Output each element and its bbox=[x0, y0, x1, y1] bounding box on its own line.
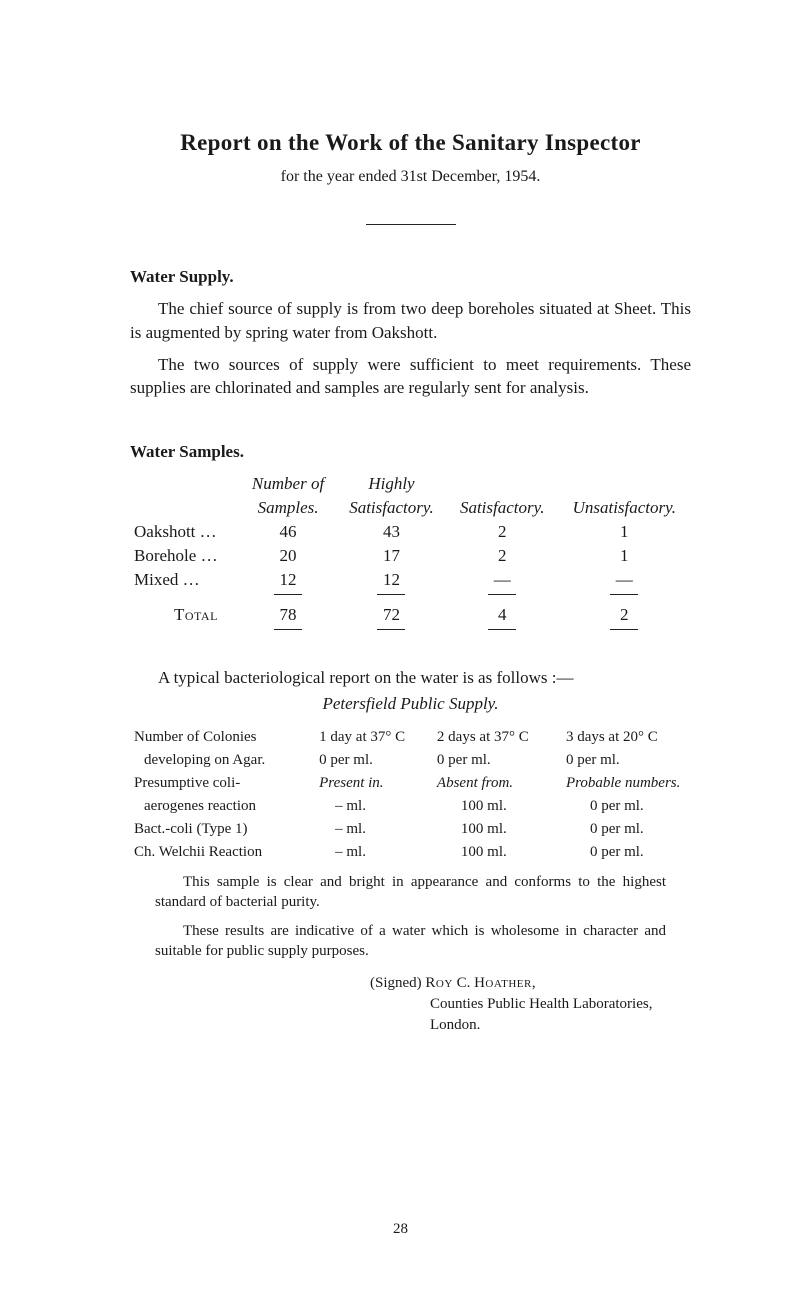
water-supply-heading: Water Supply. bbox=[130, 267, 691, 287]
table-row: Bact.-coli (Type 1) – ml. 100 ml. 0 per … bbox=[130, 818, 691, 841]
cell-sat: — bbox=[447, 568, 558, 592]
cell: Bact.-coli (Type 1) bbox=[130, 818, 315, 841]
page-number: 28 bbox=[0, 1221, 801, 1238]
row-label: Borehole … bbox=[130, 544, 240, 568]
cell: Number of Colonies bbox=[130, 726, 315, 749]
cell-sat: 2 bbox=[447, 544, 558, 568]
cell-highly: 17 bbox=[336, 544, 447, 568]
water-supply-paragraph-1: The chief source of supply is from two d… bbox=[130, 297, 691, 345]
cell-highly: 12 bbox=[336, 568, 447, 592]
table-row: developing on Agar. 0 per ml. 0 per ml. … bbox=[130, 749, 691, 772]
row-label: Mixed … bbox=[130, 568, 240, 592]
table-total-row: Total 78 72 4 2 bbox=[130, 601, 691, 627]
cell: 0 per ml. bbox=[562, 841, 691, 864]
cell-unsat: — bbox=[558, 568, 691, 592]
cell: 1 day at 37° C bbox=[315, 726, 433, 749]
signature-line-1: (Signed) Roy C. Hoather, bbox=[370, 973, 691, 994]
cell: 0 per ml. bbox=[562, 795, 691, 818]
cell: aerogenes reaction bbox=[130, 795, 315, 818]
total-highly: 72 bbox=[336, 601, 447, 627]
cell: 3 days at 20° C bbox=[562, 726, 691, 749]
cell: developing on Agar. bbox=[130, 749, 315, 772]
cell: 100 ml. bbox=[433, 795, 562, 818]
water-supply-paragraph-2: The two sources of supply were sufficien… bbox=[130, 353, 691, 401]
table-row: Mixed … 12 12 — — bbox=[130, 568, 691, 592]
signature-block: (Signed) Roy C. Hoather, Counties Public… bbox=[370, 973, 691, 1036]
cell: 100 ml. bbox=[433, 818, 562, 841]
cell: – ml. bbox=[315, 795, 433, 818]
cell: 0 per ml. bbox=[315, 749, 433, 772]
table-row: aerogenes reaction – ml. 100 ml. 0 per m… bbox=[130, 795, 691, 818]
bacteriological-intro: A typical bacteriological report on the … bbox=[130, 668, 691, 688]
cell: Absent from. bbox=[433, 772, 562, 795]
cell-samples: 20 bbox=[240, 544, 336, 568]
horizontal-rule bbox=[366, 224, 456, 225]
col-header-samples: Samples. bbox=[240, 496, 336, 520]
table-row: Presumptive coli- Present in. Absent fro… bbox=[130, 772, 691, 795]
total-samples: 78 bbox=[240, 601, 336, 627]
cell-samples: 46 bbox=[240, 520, 336, 544]
table-row: Oakshott … 46 43 2 1 bbox=[130, 520, 691, 544]
cell: Presumptive coli- bbox=[130, 772, 315, 795]
cell: 0 per ml. bbox=[562, 818, 691, 841]
cell: – ml. bbox=[315, 818, 433, 841]
cell: – ml. bbox=[315, 841, 433, 864]
col-header-satisfactory-1: Satisfactory. bbox=[336, 496, 447, 520]
cell-samples: 12 bbox=[240, 568, 336, 592]
footnote-1: This sample is clear and bright in appea… bbox=[155, 872, 666, 913]
row-label: Oakshott … bbox=[130, 520, 240, 544]
table-row: Number of Colonies 1 day at 37° C 2 days… bbox=[130, 726, 691, 749]
cell-sat: 2 bbox=[447, 520, 558, 544]
water-samples-table: Number of Highly Samples. Satisfactory. … bbox=[130, 472, 691, 636]
cell-unsat: 1 bbox=[558, 544, 691, 568]
bacteriological-subtitle: Petersfield Public Supply. bbox=[130, 694, 691, 714]
bacteriological-table: Number of Colonies 1 day at 37° C 2 days… bbox=[130, 726, 691, 864]
cell-highly: 43 bbox=[336, 520, 447, 544]
cell: 2 days at 37° C bbox=[433, 726, 562, 749]
page: Report on the Work of the Sanitary Inspe… bbox=[0, 0, 801, 1290]
col-header-number-of: Number of bbox=[240, 472, 336, 496]
cell: 0 per ml. bbox=[433, 749, 562, 772]
water-samples-heading: Water Samples. bbox=[130, 442, 691, 462]
table-row: Ch. Welchii Reaction – ml. 100 ml. 0 per… bbox=[130, 841, 691, 864]
main-title: Report on the Work of the Sanitary Inspe… bbox=[130, 130, 691, 156]
col-header-satisfactory-2: Satisfactory. bbox=[447, 496, 558, 520]
footnote-2: These results are indicative of a water … bbox=[155, 921, 666, 962]
cell: Probable numbers. bbox=[562, 772, 691, 795]
table-row: Borehole … 20 17 2 1 bbox=[130, 544, 691, 568]
total-unsat: 2 bbox=[558, 601, 691, 627]
subtitle: for the year ended 31st December, 1954. bbox=[130, 168, 691, 186]
col-header-unsatisfactory: Unsatisfactory. bbox=[558, 496, 691, 520]
total-sat: 4 bbox=[447, 601, 558, 627]
col-header-highly: Highly bbox=[336, 472, 447, 496]
cell: 100 ml. bbox=[433, 841, 562, 864]
cell: Present in. bbox=[315, 772, 433, 795]
signature-line-2: Counties Public Health Laboratories, bbox=[430, 994, 691, 1015]
signature-line-3: London. bbox=[430, 1015, 691, 1036]
cell: Ch. Welchii Reaction bbox=[130, 841, 315, 864]
cell-unsat: 1 bbox=[558, 520, 691, 544]
cell: 0 per ml. bbox=[562, 749, 691, 772]
total-label: Total bbox=[174, 605, 218, 624]
